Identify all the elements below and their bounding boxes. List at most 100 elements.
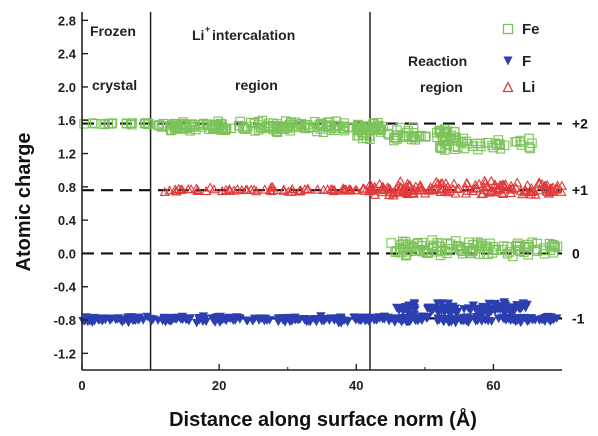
- li-point: [259, 184, 270, 194]
- li-point: [524, 185, 536, 195]
- fe-point: [401, 249, 412, 260]
- f-point: [540, 317, 550, 326]
- region-label-frozen-2: crystal: [92, 77, 137, 93]
- y-tick-label: 0.4: [58, 213, 77, 228]
- fe-point: [291, 117, 301, 128]
- li-point: [484, 187, 495, 197]
- li-point: [470, 179, 481, 190]
- f-point: [295, 315, 305, 324]
- li-point: [489, 179, 501, 189]
- reference-line-label: -1: [572, 310, 585, 326]
- fe-point: [395, 243, 405, 253]
- li-point: [519, 187, 530, 197]
- fe-point: [212, 119, 223, 130]
- f-point: [234, 314, 245, 323]
- f-point: [369, 316, 379, 325]
- fe-point: [475, 238, 486, 249]
- y-tick-label: 0.0: [58, 246, 76, 261]
- fe-point: [508, 251, 518, 262]
- li-point: [240, 184, 252, 194]
- f-point: [254, 316, 264, 325]
- li-point: [208, 184, 220, 194]
- fe-point: [141, 118, 151, 128]
- li-point: [462, 185, 473, 195]
- li-point: [425, 182, 436, 192]
- f-point: [461, 317, 472, 326]
- li-point: [393, 180, 404, 190]
- legend-label-fe: Fe: [522, 21, 540, 38]
- li-point: [534, 185, 545, 195]
- fe-point: [272, 119, 283, 129]
- fe-point: [284, 120, 295, 130]
- fe-point: [96, 119, 106, 129]
- li-point: [302, 184, 314, 194]
- fe-point: [90, 118, 100, 129]
- f-point: [324, 316, 335, 326]
- f-point: [465, 306, 476, 315]
- fe-point: [427, 235, 437, 245]
- f-point: [349, 313, 360, 322]
- fe-point: [354, 124, 365, 134]
- fe-point: [103, 118, 113, 129]
- f-point: [302, 317, 312, 327]
- fe-point: [125, 118, 136, 129]
- li-point: [176, 184, 188, 194]
- fe-point: [257, 115, 268, 126]
- fe-point: [524, 133, 534, 144]
- f-point: [333, 315, 343, 324]
- li-point: [220, 184, 232, 195]
- region-label-intercalation: intercalation: [212, 27, 295, 43]
- fe-point: [515, 246, 525, 257]
- li-point: [328, 185, 339, 196]
- reference-line-label: 0: [572, 245, 580, 261]
- li-point: [522, 180, 533, 190]
- f-point: [160, 317, 171, 327]
- f-point: [416, 315, 427, 325]
- li-point: [278, 185, 289, 195]
- fe-point: [492, 140, 502, 150]
- x-tick-label: 20: [212, 378, 226, 393]
- f-point: [145, 314, 156, 324]
- fe-point: [221, 123, 232, 134]
- f-point: [104, 315, 115, 325]
- fe-point: [315, 118, 326, 129]
- fe-point: [173, 121, 183, 132]
- fe-point: [239, 124, 249, 134]
- region-label-reaction-2: region: [420, 79, 463, 95]
- fe-point: [488, 242, 498, 252]
- fe-point: [210, 123, 221, 133]
- x-axis-title: Distance along surface norm (Å): [169, 407, 477, 431]
- li-point: [448, 178, 460, 188]
- y-tick-label: -1.2: [54, 346, 76, 361]
- f-point: [505, 304, 516, 313]
- li-point: [492, 182, 503, 193]
- y-tick-label: 2.8: [58, 13, 76, 28]
- li-point: [365, 179, 376, 189]
- fe-point: [495, 139, 505, 150]
- li-point: [485, 186, 497, 196]
- y-tick-label: 0.8: [58, 180, 76, 195]
- fe-point: [452, 142, 463, 152]
- li-point: [326, 183, 337, 194]
- f-point: [470, 317, 481, 326]
- f-point: [138, 316, 148, 325]
- f-point: [490, 302, 501, 312]
- f-point: [439, 317, 449, 327]
- fe-point: [158, 118, 168, 129]
- fe-point: [317, 119, 328, 130]
- f-point: [477, 310, 487, 319]
- li-point: [530, 189, 541, 199]
- li-point: [450, 188, 461, 198]
- fe-point: [375, 125, 385, 136]
- li-point: [441, 183, 452, 194]
- fe-point: [511, 137, 522, 147]
- li-point: [486, 175, 497, 186]
- li-point: [173, 183, 184, 193]
- y-tick-labels: 2.8 2.4 2.0 1.6 1.2 0.8 0.4 0.0 -0.4 -0.8 -1.2: [54, 13, 77, 361]
- y-tick-label: 2.0: [58, 80, 76, 95]
- li-point: [286, 186, 297, 196]
- fe-point: [300, 120, 311, 130]
- f-point: [166, 314, 177, 324]
- f-point: [450, 318, 461, 328]
- fe-point: [400, 237, 411, 247]
